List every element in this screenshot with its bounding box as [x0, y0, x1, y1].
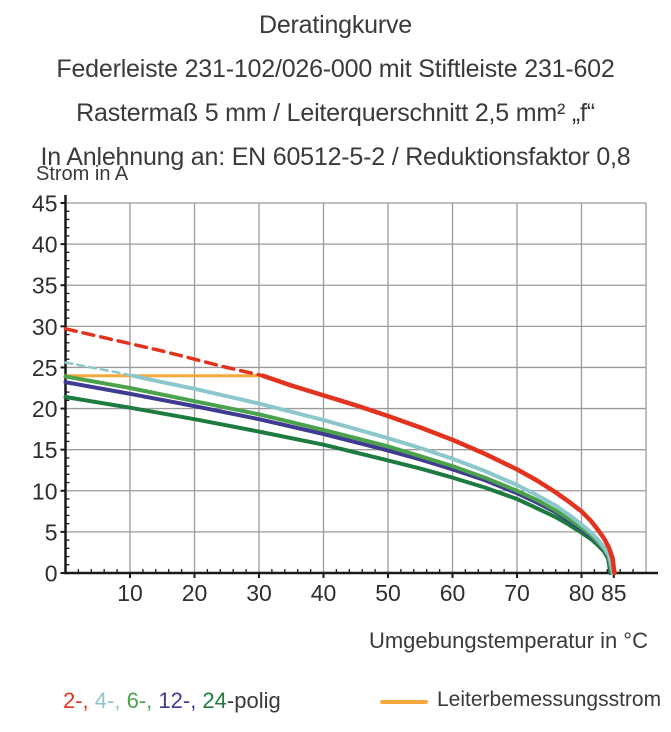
x-tick-label: 50: [375, 580, 401, 606]
title-block: Deratingkurve Federleiste 231-102/026-00…: [0, 3, 671, 179]
y-tick-label: 25: [32, 355, 58, 381]
legend-pole-item: 4-,: [94, 688, 127, 713]
y-tick-label: 30: [32, 314, 58, 340]
y-axis-title: Strom in A: [36, 163, 129, 185]
y-tick-label: 10: [32, 478, 58, 504]
chart-subtitle-standard: In Anlehnung an: EN 60512-5-2 / Reduktio…: [40, 143, 631, 171]
x-tick-label: 30: [246, 580, 272, 606]
chart-subtitle-product: Federleiste 231-102/026-000 mit Stiftlei…: [56, 55, 615, 83]
poles-legend: 2-, 4-, 6-, 12-, 24-polig: [63, 688, 281, 714]
x-tick-label: 10: [117, 580, 143, 606]
legend-pole-item: 24: [202, 688, 227, 713]
legend-pole-item: 6-,: [126, 688, 159, 713]
legend-pole-item: -polig: [226, 688, 281, 713]
y-tick-label: 0: [45, 561, 58, 587]
x-tick-label: 20: [182, 580, 208, 606]
y-tick-label: 35: [32, 273, 58, 299]
legend-pole-item: 2-,: [63, 688, 95, 713]
rated-current-label: Leiterbemessungsstrom: [437, 688, 662, 711]
x-tick-label: 40: [311, 580, 337, 606]
x-tick-label: 80: [569, 580, 595, 606]
series-2-polig-dashed: [63, 327, 265, 378]
chart-title: Deratingkurve: [258, 11, 413, 39]
series-4-polig-dashed: [64, 361, 134, 377]
x-tick-label: 60: [440, 580, 466, 606]
legend-pole-item: 12-,: [158, 688, 203, 713]
y-tick-label: 45: [32, 191, 58, 217]
y-tick-label: 15: [32, 437, 58, 463]
series-2-polig: [260, 373, 617, 576]
y-tick-label: 20: [32, 396, 58, 422]
chart-subtitle-spec: Rastermaß 5 mm / Leiterquerschnitt 2,5 m…: [76, 99, 595, 127]
series-4-polig: [130, 373, 616, 575]
y-tick-label: 40: [32, 232, 58, 258]
y-tick-label: 5: [45, 519, 58, 545]
x-tick-label: 85: [601, 580, 627, 606]
rated-current-line-swatch: [380, 700, 428, 704]
x-tick-label: 70: [504, 580, 530, 606]
x-axis-title: Umgebungstemperatur in °C: [368, 628, 648, 653]
